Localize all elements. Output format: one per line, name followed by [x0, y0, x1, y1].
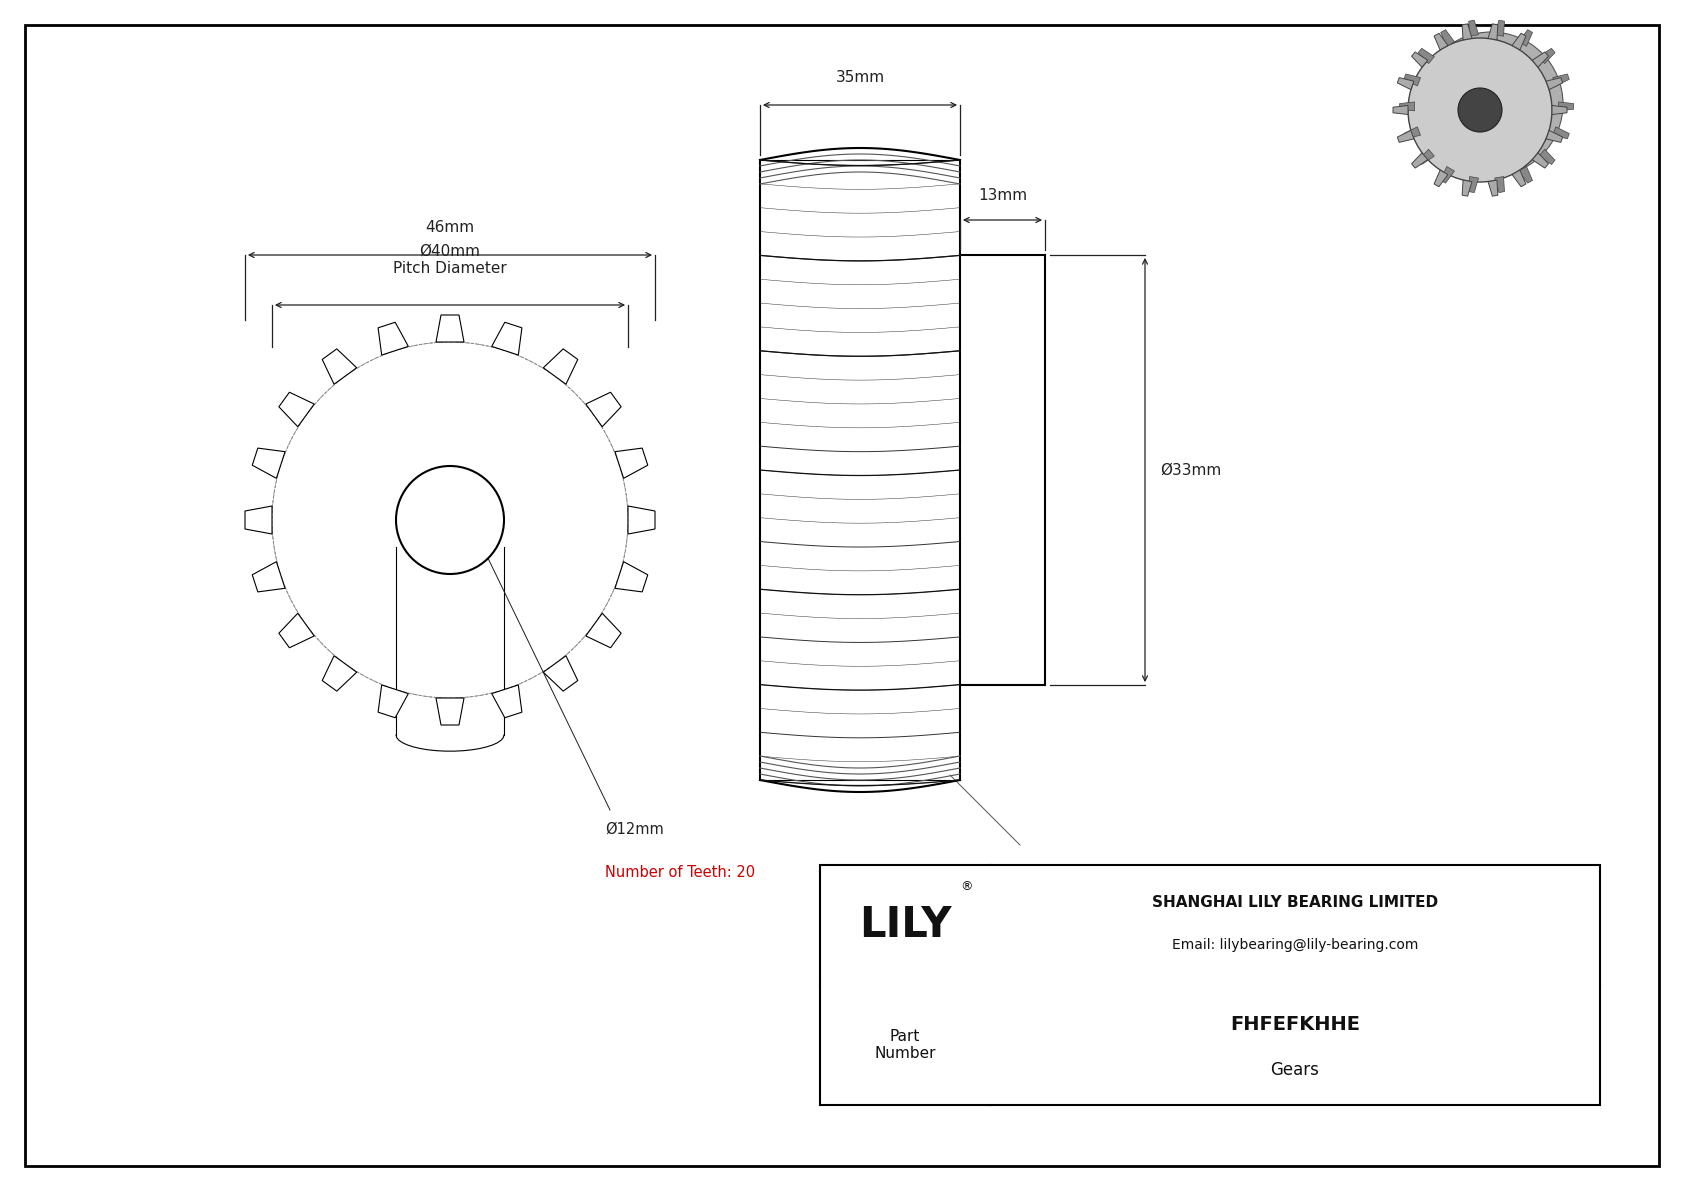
Polygon shape	[1489, 180, 1497, 197]
Polygon shape	[322, 349, 357, 385]
Text: Ø12mm: Ø12mm	[605, 822, 663, 837]
Text: Part
Number: Part Number	[874, 1029, 936, 1061]
Text: LILY: LILY	[859, 904, 951, 946]
Polygon shape	[1532, 52, 1549, 67]
Polygon shape	[1559, 102, 1573, 111]
Polygon shape	[615, 448, 648, 479]
Polygon shape	[1546, 130, 1563, 143]
Polygon shape	[1495, 20, 1504, 36]
Circle shape	[1420, 32, 1563, 176]
Polygon shape	[253, 562, 285, 592]
Polygon shape	[1512, 33, 1526, 50]
Text: Ø40mm
Pitch Diameter: Ø40mm Pitch Diameter	[392, 244, 507, 276]
Polygon shape	[1519, 30, 1532, 46]
Polygon shape	[1442, 167, 1455, 183]
Circle shape	[1458, 88, 1502, 132]
Polygon shape	[1553, 106, 1568, 114]
Text: ®: ®	[962, 880, 973, 893]
Text: Number of Teeth: 20: Number of Teeth: 20	[605, 865, 754, 880]
Polygon shape	[1532, 152, 1549, 168]
Polygon shape	[1404, 126, 1421, 139]
Bar	[820, 865, 1600, 1105]
Polygon shape	[1404, 74, 1421, 86]
Polygon shape	[436, 314, 465, 342]
Polygon shape	[1418, 149, 1435, 164]
Polygon shape	[615, 562, 648, 592]
Polygon shape	[1435, 33, 1448, 50]
Polygon shape	[1553, 74, 1569, 86]
Polygon shape	[244, 506, 273, 534]
Polygon shape	[1411, 152, 1428, 168]
Polygon shape	[253, 448, 285, 479]
Polygon shape	[1539, 49, 1554, 63]
Polygon shape	[379, 323, 408, 355]
Polygon shape	[586, 392, 621, 426]
Polygon shape	[1462, 180, 1472, 197]
Polygon shape	[492, 685, 522, 718]
Polygon shape	[1546, 77, 1563, 89]
Polygon shape	[544, 656, 578, 691]
Polygon shape	[322, 656, 357, 691]
Polygon shape	[1435, 170, 1448, 187]
Polygon shape	[1418, 49, 1435, 63]
Text: 13mm: 13mm	[978, 187, 1027, 202]
Polygon shape	[1519, 167, 1532, 183]
Polygon shape	[586, 613, 621, 648]
Polygon shape	[1539, 149, 1554, 164]
Polygon shape	[1462, 24, 1472, 39]
Polygon shape	[280, 392, 315, 426]
Polygon shape	[1442, 30, 1455, 46]
Polygon shape	[1489, 24, 1497, 39]
Polygon shape	[280, 613, 315, 648]
Circle shape	[1408, 38, 1553, 182]
Polygon shape	[628, 506, 655, 534]
Polygon shape	[1468, 176, 1479, 193]
Polygon shape	[1399, 102, 1415, 111]
Text: FHFEFKHHE: FHFEFKHHE	[1229, 1016, 1361, 1035]
Polygon shape	[1495, 176, 1504, 193]
Circle shape	[216, 285, 685, 755]
Text: 35mm: 35mm	[835, 69, 884, 85]
Polygon shape	[1398, 130, 1415, 143]
Polygon shape	[1512, 170, 1526, 187]
Polygon shape	[1468, 20, 1479, 36]
Text: 46mm: 46mm	[426, 219, 475, 235]
Polygon shape	[1393, 106, 1408, 114]
Polygon shape	[1411, 52, 1428, 67]
Text: Email: lilybearing@lily-bearing.com: Email: lilybearing@lily-bearing.com	[1172, 939, 1418, 952]
Polygon shape	[436, 698, 465, 725]
Text: Ø33mm: Ø33mm	[1160, 462, 1221, 478]
Bar	[749, 150, 1054, 790]
Polygon shape	[492, 323, 522, 355]
Polygon shape	[1398, 77, 1415, 89]
Polygon shape	[379, 685, 408, 718]
Polygon shape	[1553, 126, 1569, 139]
Circle shape	[396, 466, 504, 574]
Polygon shape	[544, 349, 578, 385]
Text: Gears: Gears	[1270, 1061, 1320, 1079]
Text: SHANGHAI LILY BEARING LIMITED: SHANGHAI LILY BEARING LIMITED	[1152, 896, 1438, 910]
